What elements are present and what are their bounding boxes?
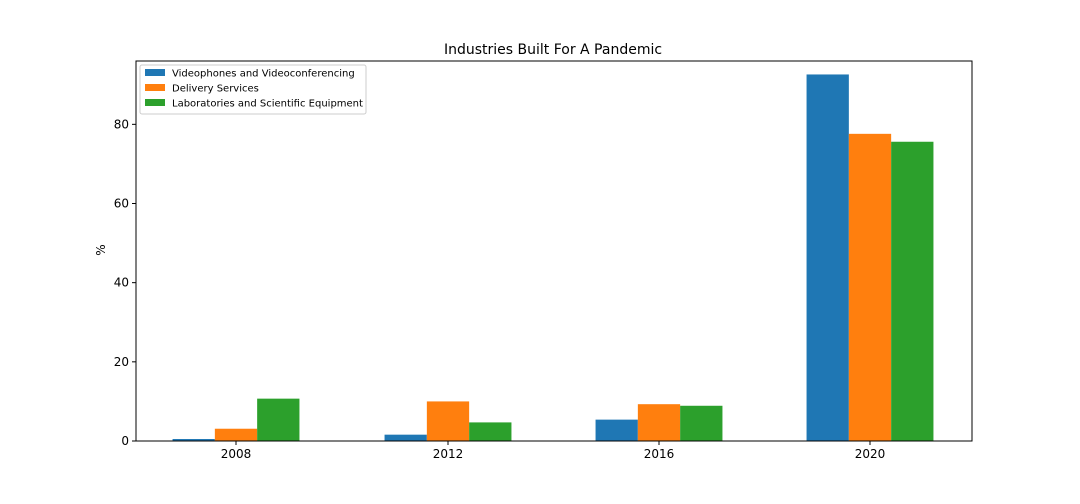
legend: Videophones and Videoconferencing Deliver…	[139, 64, 367, 115]
bar-delivery-services-2012	[426, 401, 470, 441]
x-tick-label: 2020	[855, 447, 886, 461]
bar-delivery-services-2016	[637, 404, 681, 441]
bar-laboratories-and-scientific-equipment-2020	[891, 141, 934, 441]
y-axis-label: %	[94, 244, 108, 255]
legend-label: Videophones and Videoconferencing	[172, 69, 355, 80]
chart-title: Industries Built For A Pandemic	[444, 42, 662, 58]
x-tick-label: 2016	[644, 447, 675, 461]
y-tick-label: 0	[121, 434, 129, 448]
y-tick-label: 20	[114, 355, 129, 369]
bar-laboratories-and-scientific-equipment-2016	[680, 405, 723, 441]
plot-frame	[135, 60, 973, 442]
bar-delivery-services-2008	[214, 428, 258, 441]
y-tick-label: 80	[114, 117, 129, 131]
legend-label: Laboratories and Scientific Equipment	[172, 99, 363, 110]
legend-swatch	[145, 69, 165, 76]
bar-laboratories-and-scientific-equipment-2008	[257, 398, 300, 441]
legend-label: Delivery Services	[172, 84, 259, 95]
bar-videophones-and-videoconferencing-2012	[384, 434, 427, 441]
bar-videophones-and-videoconferencing-2008	[172, 439, 215, 441]
bar-videophones-and-videoconferencing-2016	[595, 419, 638, 442]
bar-delivery-services-2020	[848, 133, 892, 441]
x-tick-label: 2008	[221, 447, 252, 461]
bars-group	[172, 74, 934, 442]
bar-laboratories-and-scientific-equipment-2012	[469, 422, 512, 441]
bar-videophones-and-videoconferencing-2020	[806, 74, 849, 442]
legend-swatch	[145, 84, 165, 91]
legend-swatch	[145, 99, 165, 106]
y-axis-ticks: 0 20 40 60 80	[114, 117, 136, 448]
x-axis-ticks: 2008 2012 2016 2020	[221, 441, 886, 461]
y-tick-label: 40	[114, 276, 129, 290]
y-tick-label: 60	[114, 197, 129, 211]
x-tick-label: 2012	[433, 447, 464, 461]
legend-box	[139, 64, 367, 115]
